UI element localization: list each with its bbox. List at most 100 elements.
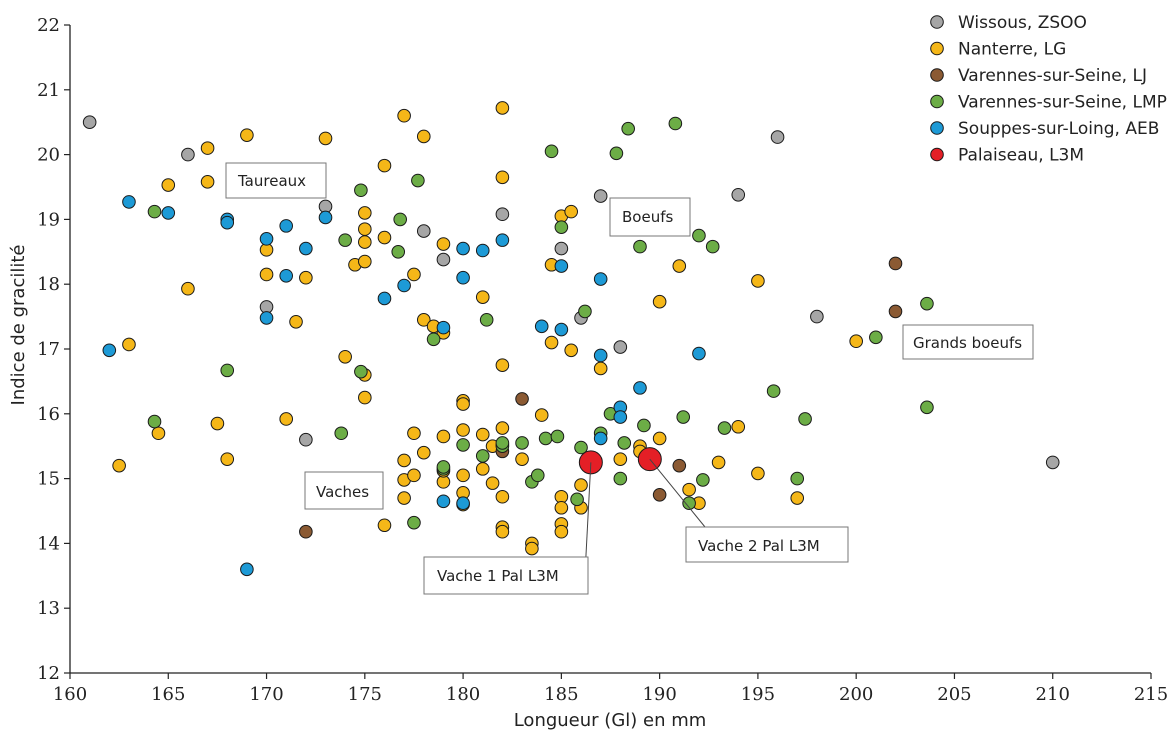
data-point [574, 478, 588, 492]
x-tick-label: 200 [839, 684, 873, 705]
data-point [538, 431, 553, 446]
data-point [790, 491, 805, 505]
y-axis-title: Indice de gracilité [8, 245, 29, 406]
annotation-3: Vaches [304, 471, 384, 510]
x-axis-title: Longueur (Gl) en mm [514, 710, 707, 731]
annotation-box [685, 526, 849, 563]
x-tick-label: 165 [151, 684, 185, 705]
data-point [393, 212, 407, 227]
data-point [705, 239, 720, 254]
series-4 [102, 195, 706, 577]
y-tick-label: 20 [37, 145, 60, 166]
data-point [554, 500, 569, 515]
data-point [411, 173, 425, 188]
data-point [82, 115, 97, 129]
data-point [299, 432, 313, 447]
data-point [554, 220, 569, 234]
data-point [652, 431, 667, 446]
data-point [102, 343, 117, 358]
y-tick-label: 17 [37, 339, 60, 360]
data-point [633, 239, 647, 254]
data-point [888, 304, 903, 319]
x-tick-label: 210 [1036, 684, 1070, 705]
data-point [692, 346, 706, 361]
x-tick-label: 170 [249, 684, 283, 705]
data-point [416, 313, 431, 327]
x-tick-label: 175 [348, 684, 382, 705]
x-tick-label: 215 [1134, 684, 1168, 705]
data-point [593, 272, 608, 286]
data-point [416, 445, 431, 460]
y-tick-label: 14 [37, 533, 60, 554]
data-point [279, 412, 294, 426]
data-point [554, 322, 569, 337]
legend-item: Nanterre, LG [930, 40, 1066, 60]
data-point [682, 482, 696, 497]
data-point [318, 131, 333, 146]
x-tick-label: 205 [937, 684, 971, 705]
series-0 [82, 115, 1060, 470]
data-point [485, 476, 500, 490]
series-3 [147, 116, 934, 530]
data-point [869, 330, 883, 345]
legend-label: Palaiseau, L3M [958, 146, 1084, 166]
data-point [554, 524, 569, 539]
data-point [220, 452, 235, 466]
data-point [259, 311, 274, 325]
legend-item: Palaiseau, L3M [930, 146, 1084, 166]
data-point [122, 337, 136, 352]
data-point [299, 524, 313, 539]
data-point [515, 392, 529, 406]
data-point [377, 158, 392, 173]
data-point [377, 230, 392, 245]
data-point [318, 210, 333, 225]
x-tick-label: 190 [642, 684, 676, 705]
data-point [495, 421, 510, 435]
data-point [161, 206, 176, 220]
data-point [240, 128, 254, 142]
annotation-box [304, 471, 384, 510]
data-point [475, 243, 490, 258]
data-point [436, 320, 451, 335]
data-point [436, 460, 451, 474]
data-point [593, 348, 608, 363]
legend-label: Varennes-sur-Seine, LMP [958, 93, 1167, 113]
data-point [407, 468, 421, 483]
data-point [495, 170, 510, 185]
legend-item: Souppes-sur-Loing, AEB [930, 119, 1159, 139]
data-point [495, 489, 510, 504]
data-point [397, 491, 411, 505]
data-point [358, 222, 372, 236]
data-point [407, 515, 421, 530]
data-point [377, 291, 392, 306]
data-point [299, 270, 313, 285]
data-point [181, 281, 195, 296]
data-point [475, 462, 490, 476]
data-point [920, 400, 934, 415]
data-point [652, 294, 667, 309]
data-point [358, 235, 372, 249]
data-point [617, 436, 632, 450]
data-point [151, 426, 166, 441]
data-point [112, 458, 126, 473]
y-tick-label: 21 [37, 80, 60, 101]
data-point [407, 267, 421, 282]
data-point [259, 267, 274, 282]
data-point [766, 384, 781, 398]
data-point [574, 440, 588, 455]
data-point [696, 473, 710, 487]
legend-label: Nanterre, LG [958, 40, 1066, 60]
data-point [334, 426, 349, 441]
annotation-1: Boeufs [609, 197, 691, 237]
data-point [200, 175, 215, 189]
data-point [550, 429, 565, 444]
y-tick-label: 22 [37, 15, 60, 36]
data-points [82, 101, 1060, 577]
data-point [210, 416, 225, 431]
data-point [495, 436, 510, 450]
legend-item: Varennes-sur-Seine, LMP [930, 93, 1167, 113]
data-point [358, 254, 372, 269]
data-point [240, 562, 254, 577]
data-point [731, 419, 746, 434]
y-tick-label: 19 [37, 209, 60, 230]
